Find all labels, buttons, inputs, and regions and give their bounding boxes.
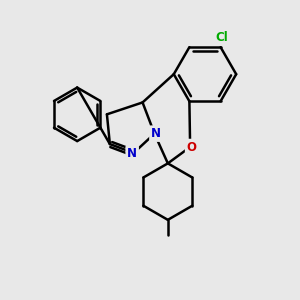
- Text: N: N: [127, 147, 137, 160]
- Text: O: O: [187, 140, 196, 154]
- Text: Cl: Cl: [216, 31, 229, 44]
- Text: N: N: [151, 127, 161, 140]
